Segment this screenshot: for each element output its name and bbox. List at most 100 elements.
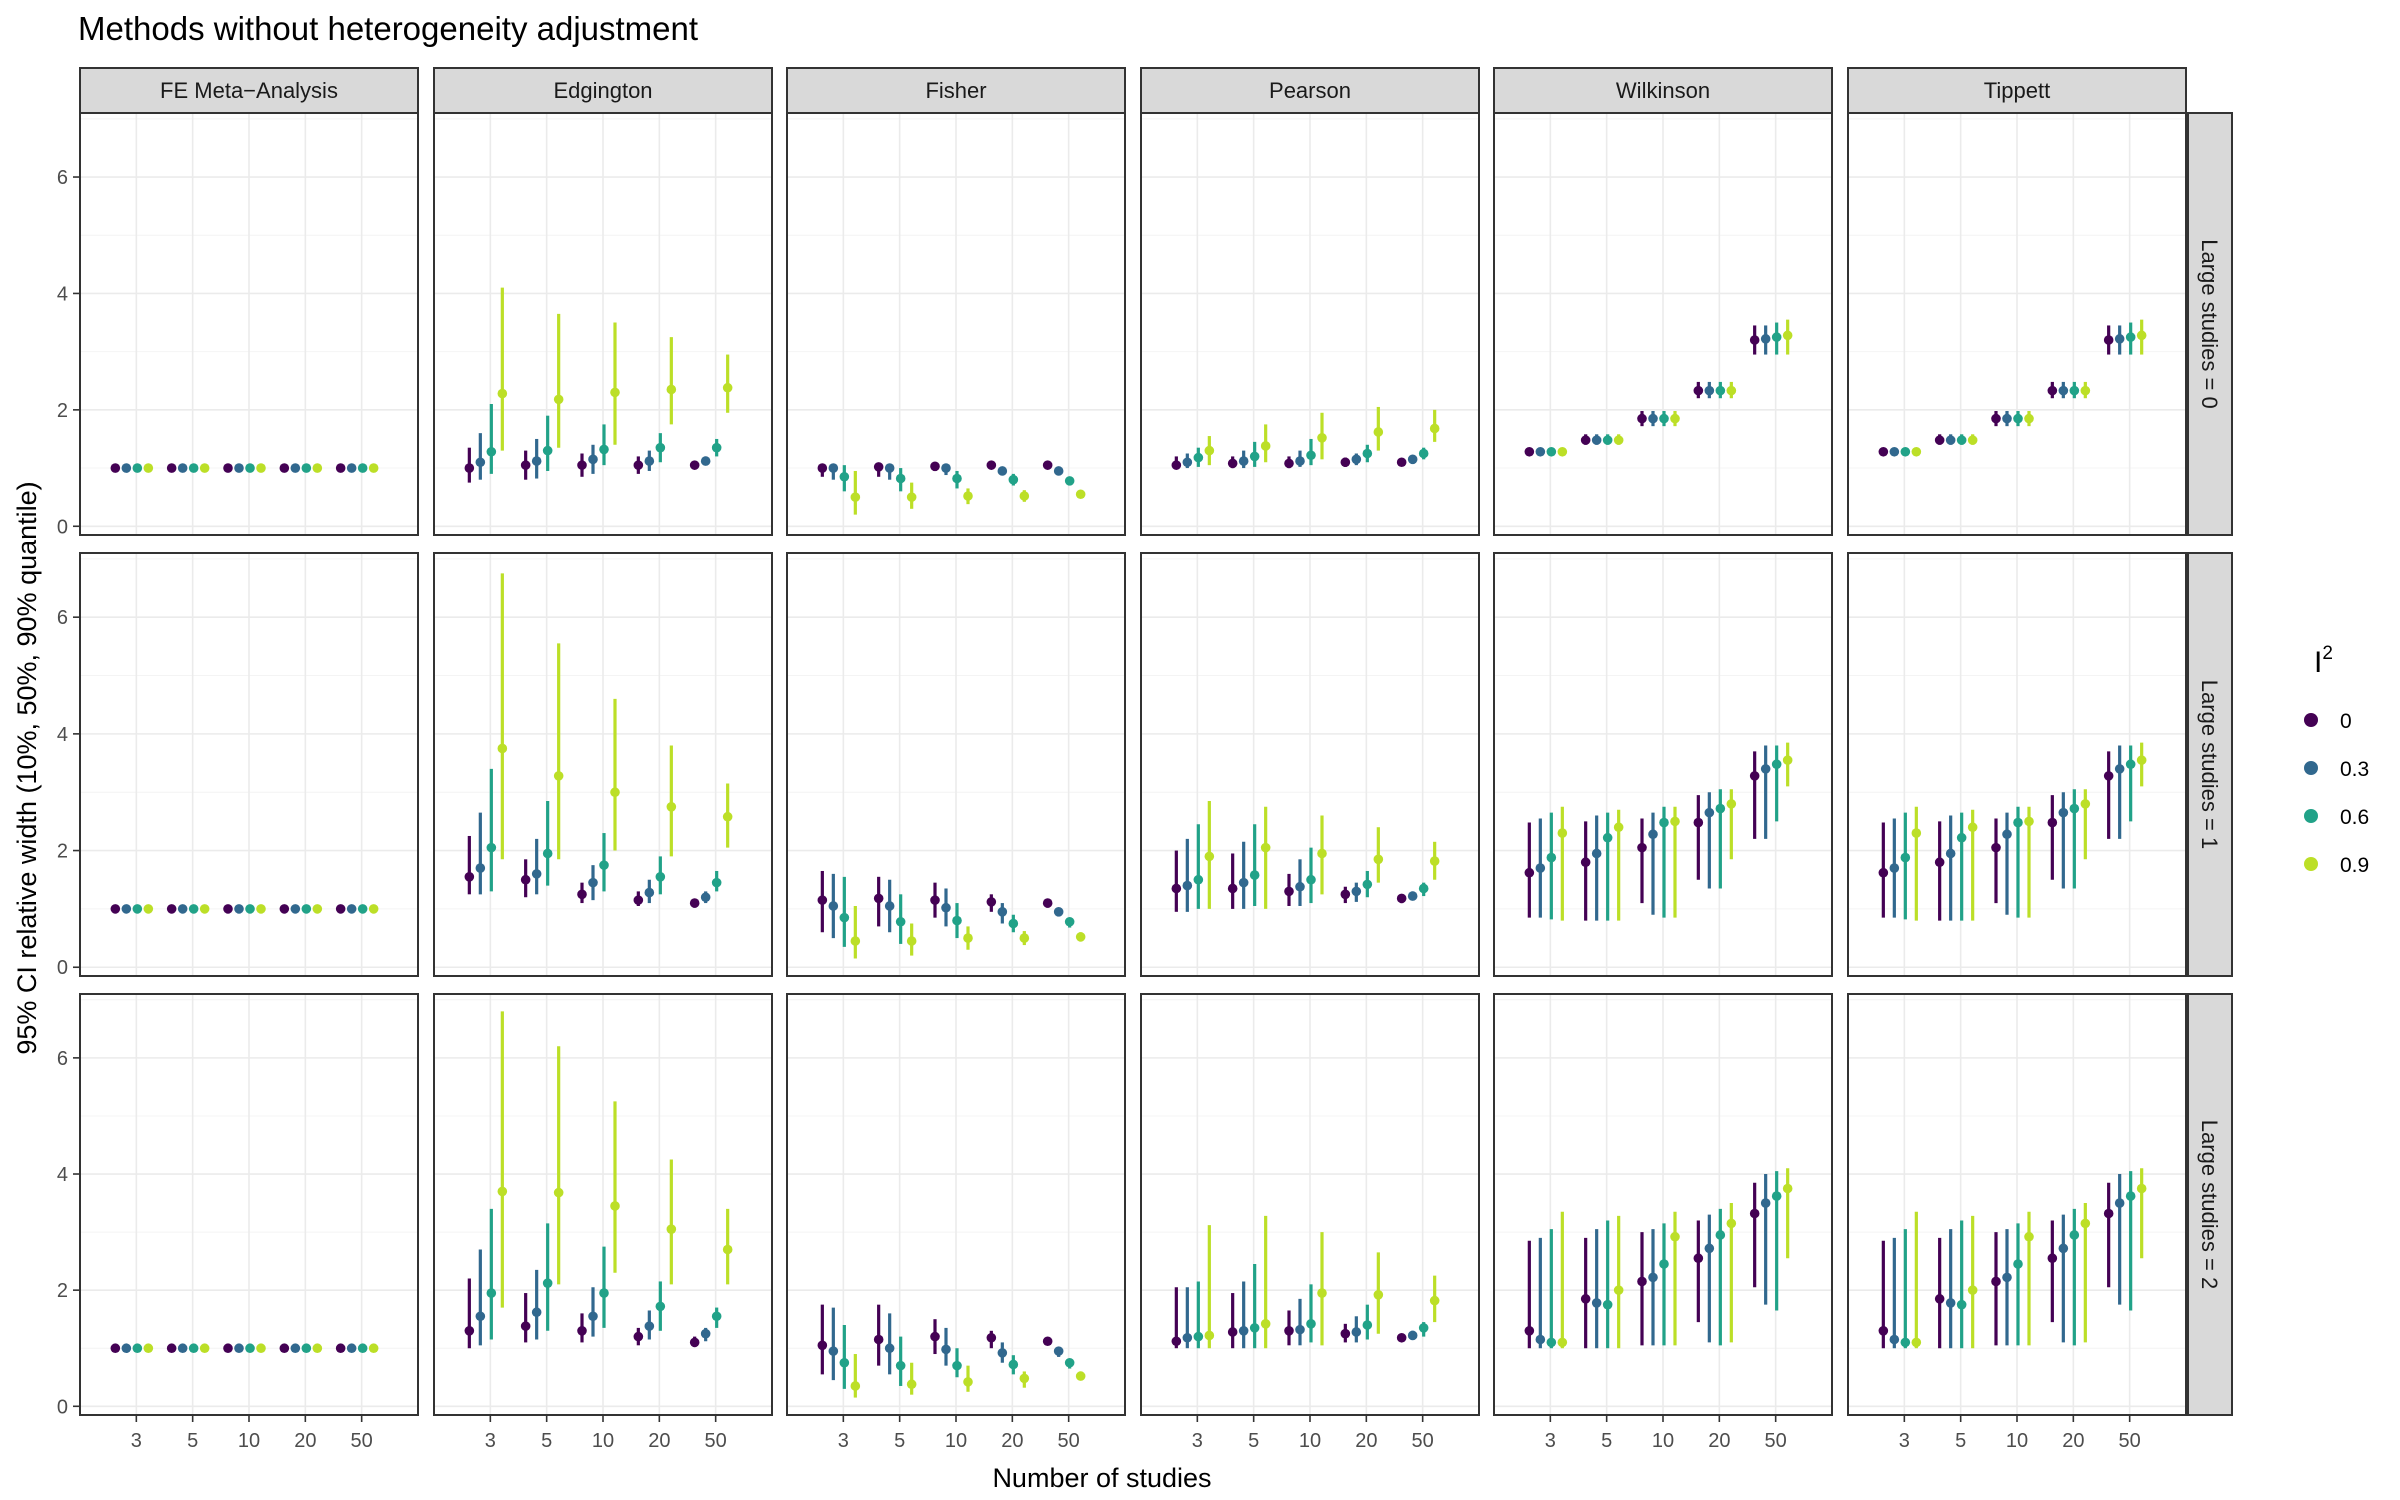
y-tick-label: 2 xyxy=(57,400,68,422)
median-point-0 xyxy=(1227,458,1238,469)
row-strip-1: Large studies = 1 xyxy=(2187,552,2233,977)
median-point-0 xyxy=(986,460,997,470)
median-point-0.9 xyxy=(553,394,564,405)
median-point-0.9 xyxy=(2080,1218,2091,1229)
median-point-0.9 xyxy=(1429,423,1440,434)
panel-border xyxy=(433,552,773,977)
median-point-0.6 xyxy=(188,904,199,914)
median-point-0 xyxy=(1171,460,1182,470)
x-tick-label: 50 xyxy=(1058,1430,1080,1452)
median-point-0 xyxy=(1396,1332,1407,1343)
median-point-0.6 xyxy=(1306,1319,1316,1329)
median-point-0.9 xyxy=(1075,932,1086,942)
x-tick-label: 50 xyxy=(705,1430,727,1452)
chart-title: Methods without heterogeneity adjustment xyxy=(78,10,698,47)
median-point-0.6 xyxy=(599,860,609,870)
median-point-0.3 xyxy=(941,463,951,473)
median-point-0.9 xyxy=(497,1186,508,1197)
median-point-0.3 xyxy=(1648,413,1658,424)
panel-r1-c3 xyxy=(1140,552,1480,977)
median-point-0 xyxy=(1693,1253,1704,1264)
median-point-0.6 xyxy=(2069,1230,2080,1240)
x-tick-label: 10 xyxy=(2006,1430,2028,1452)
median-point-0 xyxy=(1171,883,1182,894)
median-point-0.6 xyxy=(1249,870,1260,880)
median-point-0.3 xyxy=(1889,863,1900,873)
median-point-0.9 xyxy=(1204,1330,1215,1341)
median-point-0.3 xyxy=(346,463,357,473)
median-point-0.6 xyxy=(1659,1259,1669,1269)
legend-title-base: I xyxy=(2314,646,2322,679)
median-point-0 xyxy=(930,1331,940,1342)
x-tick-label: 10 xyxy=(1652,1430,1674,1452)
median-point-0.3 xyxy=(531,1307,542,1318)
median-point-0.9 xyxy=(256,463,266,473)
median-point-0 xyxy=(577,460,587,470)
median-point-0 xyxy=(1934,857,1945,868)
median-point-0.6 xyxy=(711,1311,722,1322)
median-point-0.3 xyxy=(1760,764,1771,774)
median-point-0.6 xyxy=(1008,474,1019,485)
median-point-0.6 xyxy=(1418,883,1429,894)
median-point-0.3 xyxy=(1591,435,1602,445)
median-point-0.9 xyxy=(1911,1337,1922,1348)
median-point-0 xyxy=(577,889,587,900)
median-point-0.3 xyxy=(1945,435,1956,445)
median-point-0.3 xyxy=(234,463,244,473)
median-point-0.9 xyxy=(1260,842,1271,853)
median-point-0.9 xyxy=(143,904,154,914)
median-point-0 xyxy=(335,463,346,473)
y-tick-label: 0 xyxy=(57,1396,68,1418)
median-point-0.9 xyxy=(1726,385,1737,396)
row-strip-label: Large studies = 2 xyxy=(2197,1120,2222,1289)
panel-border xyxy=(1493,112,1833,536)
median-point-0.6 xyxy=(132,463,143,473)
median-point-0.3 xyxy=(1182,457,1193,468)
median-point-0.3 xyxy=(1407,454,1418,465)
median-point-0.6 xyxy=(301,1343,312,1354)
median-point-0 xyxy=(2103,1208,2114,1219)
median-point-0.6 xyxy=(1249,1323,1260,1333)
median-point-0 xyxy=(1991,1276,2001,1287)
row-strip-label: Large studies = 0 xyxy=(2197,239,2222,408)
median-point-0.3 xyxy=(828,463,839,473)
median-point-0.6 xyxy=(2125,332,2136,342)
median-point-0.9 xyxy=(906,492,917,502)
median-point-0.9 xyxy=(963,1377,973,1387)
panel-r0-c3 xyxy=(1140,112,1480,536)
median-point-0 xyxy=(873,462,884,472)
median-point-0.3 xyxy=(1889,1334,1900,1345)
median-point-0.9 xyxy=(1075,489,1086,500)
median-point-0.3 xyxy=(121,463,132,473)
median-point-0.6 xyxy=(1771,759,1782,770)
median-point-0.3 xyxy=(1053,1346,1064,1356)
median-point-0.6 xyxy=(2069,803,2080,814)
panel-r1-c4 xyxy=(1493,552,1833,977)
median-point-0 xyxy=(2047,1253,2058,1264)
facet-strip-4: Wilkinson xyxy=(1493,67,1833,114)
median-point-0.9 xyxy=(1373,854,1384,865)
median-point-0.9 xyxy=(1557,1337,1568,1348)
median-point-0 xyxy=(520,460,531,470)
median-point-0.6 xyxy=(188,463,199,473)
median-point-0.3 xyxy=(588,1311,598,1322)
median-point-0.9 xyxy=(256,904,266,914)
x-axis-title: Number of studies xyxy=(992,1463,1211,1493)
median-point-0 xyxy=(2047,817,2058,828)
median-point-0 xyxy=(1042,898,1053,908)
x-tick-label: 20 xyxy=(1355,1430,1377,1452)
median-point-0 xyxy=(986,897,997,907)
median-point-0.9 xyxy=(368,904,379,914)
median-point-0.3 xyxy=(644,456,655,466)
legend-swatch xyxy=(2304,713,2318,727)
median-point-0 xyxy=(1693,385,1704,396)
median-point-0 xyxy=(689,1337,700,1348)
median-point-0 xyxy=(577,1326,587,1336)
median-point-0.3 xyxy=(1945,1298,1956,1308)
legend: I2 0 0.3 0.6 0.9 xyxy=(2304,643,2369,877)
panel-r2-c4 xyxy=(1493,993,1833,1416)
y-axis-title: 95% CI relative width (10%, 50%, 90% qua… xyxy=(12,481,42,1054)
median-point-0.6 xyxy=(1771,1191,1782,1201)
median-point-0.6 xyxy=(839,1357,850,1368)
median-point-0 xyxy=(1227,883,1238,894)
